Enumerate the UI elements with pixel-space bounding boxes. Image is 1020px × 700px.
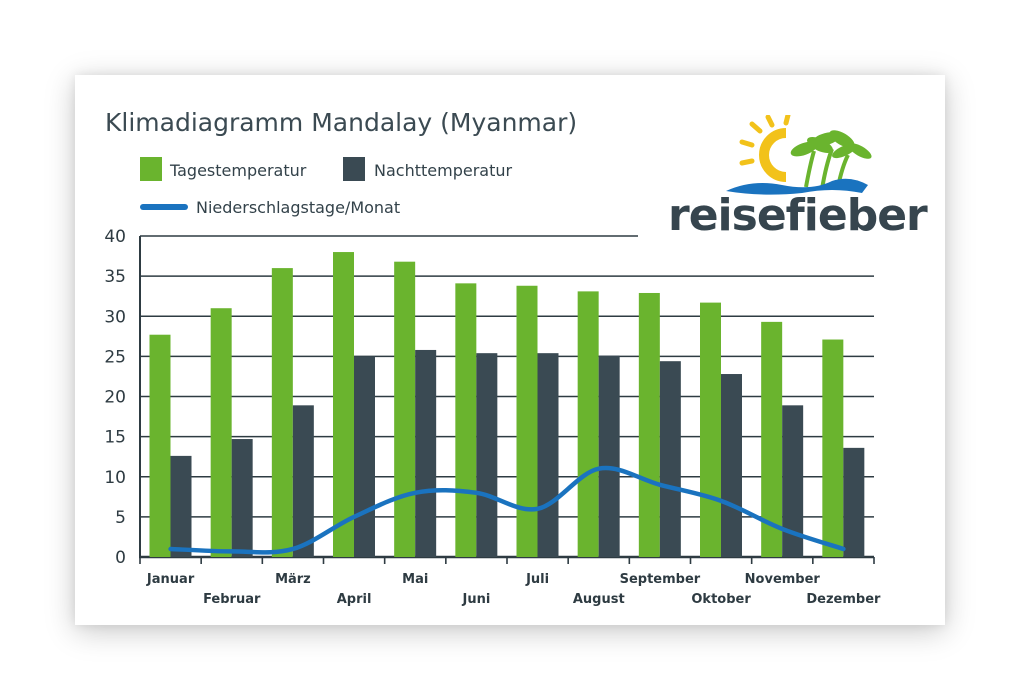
- x-category-label: September: [620, 572, 701, 587]
- legend-label-niederschlagstage: Niederschlagstage/Monat: [196, 198, 401, 217]
- bar-tagestemperatur: [394, 261, 416, 557]
- line-layer: [168, 465, 846, 555]
- bar-nachttemperatur: [415, 349, 437, 557]
- labels-layer: Januar Februar März April Mai Juni Juli August S…: [146, 572, 881, 607]
- bar-tagestemperatur: [700, 302, 721, 557]
- bar-tagestemperatur: [271, 268, 293, 557]
- x-category-label: März: [275, 572, 311, 587]
- bar-nachttemperatur: [659, 361, 681, 557]
- bar-nachttemperatur: [354, 356, 375, 557]
- line-niederschlagstage: [168, 465, 846, 555]
- brand-wordmark: reisefieber: [668, 190, 928, 241]
- legend-label-tagestemperatur: Tagestemperatur: [170, 161, 307, 180]
- sun-icon: [739, 115, 791, 182]
- bar-tagestemperatur: [455, 283, 477, 557]
- palm-tree-icon: [790, 130, 872, 190]
- chart-title: Klimadiagramm Mandalay (Myanmar): [105, 108, 578, 137]
- x-category-label: Februar: [203, 592, 261, 607]
- y-tick-label: 15: [104, 428, 126, 448]
- bar-tagestemperatur: [761, 321, 783, 557]
- legend-swatch-niederschlagstage: [140, 204, 188, 210]
- brand-logo-icon: [726, 115, 872, 195]
- bar-nachttemperatur: [170, 455, 192, 557]
- bar-tagestemperatur: [577, 291, 599, 557]
- bar-nachttemperatur: [843, 447, 865, 557]
- x-category-label: April: [337, 592, 372, 607]
- x-category-label: Mai: [402, 572, 428, 587]
- bars-layer: [149, 252, 865, 558]
- bar-nachttemperatur: [537, 353, 559, 557]
- bar-nachttemperatur: [782, 405, 804, 557]
- legend-swatch-nachttemperatur: [343, 157, 365, 181]
- bar-nachttemperatur: [598, 355, 620, 557]
- x-category-label: Juli: [525, 572, 549, 587]
- x-category-label: Dezember: [806, 592, 881, 607]
- bar-tagestemperatur: [210, 308, 232, 557]
- bar-tagestemperatur: [516, 285, 538, 557]
- bar-nachttemperatur: [476, 353, 498, 557]
- y-tick-label: 5: [115, 508, 126, 528]
- x-category-label: November: [745, 572, 821, 587]
- x-category-label: August: [573, 592, 625, 607]
- bar-nachttemperatur: [292, 405, 314, 557]
- legend-label-nachttemperatur: Nachttemperatur: [374, 161, 513, 180]
- ticks-layer: 5 10 15 20 25 30 35 40 0: [104, 227, 126, 568]
- x-category-label: Oktober: [691, 592, 751, 607]
- bar-nachttemperatur: [231, 439, 253, 557]
- y-tick-label: 20: [104, 388, 126, 408]
- y-tick-label: 25: [104, 347, 126, 367]
- y-tick-label: 10: [104, 468, 126, 488]
- y-tick-label: 40: [104, 227, 126, 247]
- bar-tagestemperatur: [333, 252, 354, 558]
- bar-tagestemperatur: [822, 339, 844, 557]
- bar-tagestemperatur: [638, 292, 660, 557]
- bar-nachttemperatur: [721, 374, 742, 557]
- legend-swatch-tagestemperatur: [140, 157, 162, 181]
- water-icon: [726, 178, 868, 195]
- x-category-label: Juni: [462, 592, 491, 607]
- bar-tagestemperatur: [149, 334, 171, 557]
- y-tick-label: 30: [104, 307, 126, 327]
- x-category-label: Januar: [146, 572, 195, 587]
- grid-layer: [139, 235, 875, 564]
- y-tick-label: 0: [115, 548, 126, 568]
- y-tick-label: 35: [104, 267, 126, 287]
